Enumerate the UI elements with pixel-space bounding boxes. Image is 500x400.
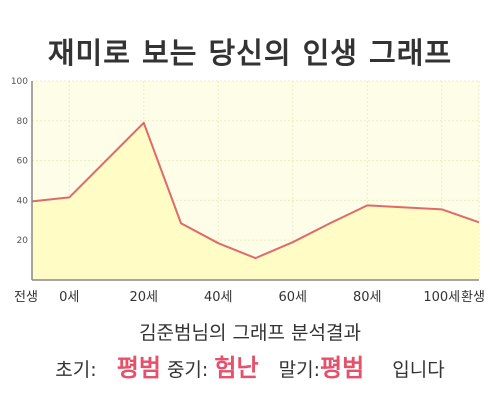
- x-tick-label: 20세: [129, 290, 158, 305]
- analysis-result: 초기: 평범 중기: 험난 말기:평범 입니다: [0, 348, 500, 383]
- x-tick-label: 60세: [278, 290, 307, 305]
- middle-label: 중기:: [166, 359, 209, 381]
- late-label: 말기:: [278, 359, 321, 381]
- page-title: 재미로 보는 당신의 인생 그래프: [47, 36, 453, 70]
- x-tick-label: 전생: [14, 290, 38, 305]
- x-tick-label: 0세: [59, 290, 79, 305]
- early-label: 초기:: [55, 359, 97, 381]
- result-suffix: 입니다: [392, 359, 445, 381]
- x-axis-ticks: 전생 0세 20세 40세 60세 80세 100세 환생: [14, 290, 485, 305]
- late-value: 평범: [320, 354, 365, 382]
- middle-value: 험난: [214, 354, 259, 382]
- y-tick-label: 40: [17, 196, 29, 206]
- y-tick-label: 80: [17, 117, 29, 127]
- area-fill: [32, 122, 479, 280]
- y-axis-ticks: 20 40 60 80 100: [11, 77, 28, 246]
- y-tick-label: 100: [11, 77, 28, 87]
- y-tick-label: 60: [17, 157, 29, 167]
- early-value: 평범: [116, 354, 161, 382]
- analysis-subtitle: 김준범님의 그래프 분석결과: [139, 322, 361, 344]
- x-tick-label: 40세: [204, 290, 233, 305]
- x-tick-label: 100세: [423, 290, 460, 305]
- x-tick-label: 80세: [353, 290, 382, 305]
- x-tick-label: 환생: [461, 290, 485, 305]
- y-tick-label: 20: [17, 236, 29, 246]
- series-line: [31, 121, 480, 260]
